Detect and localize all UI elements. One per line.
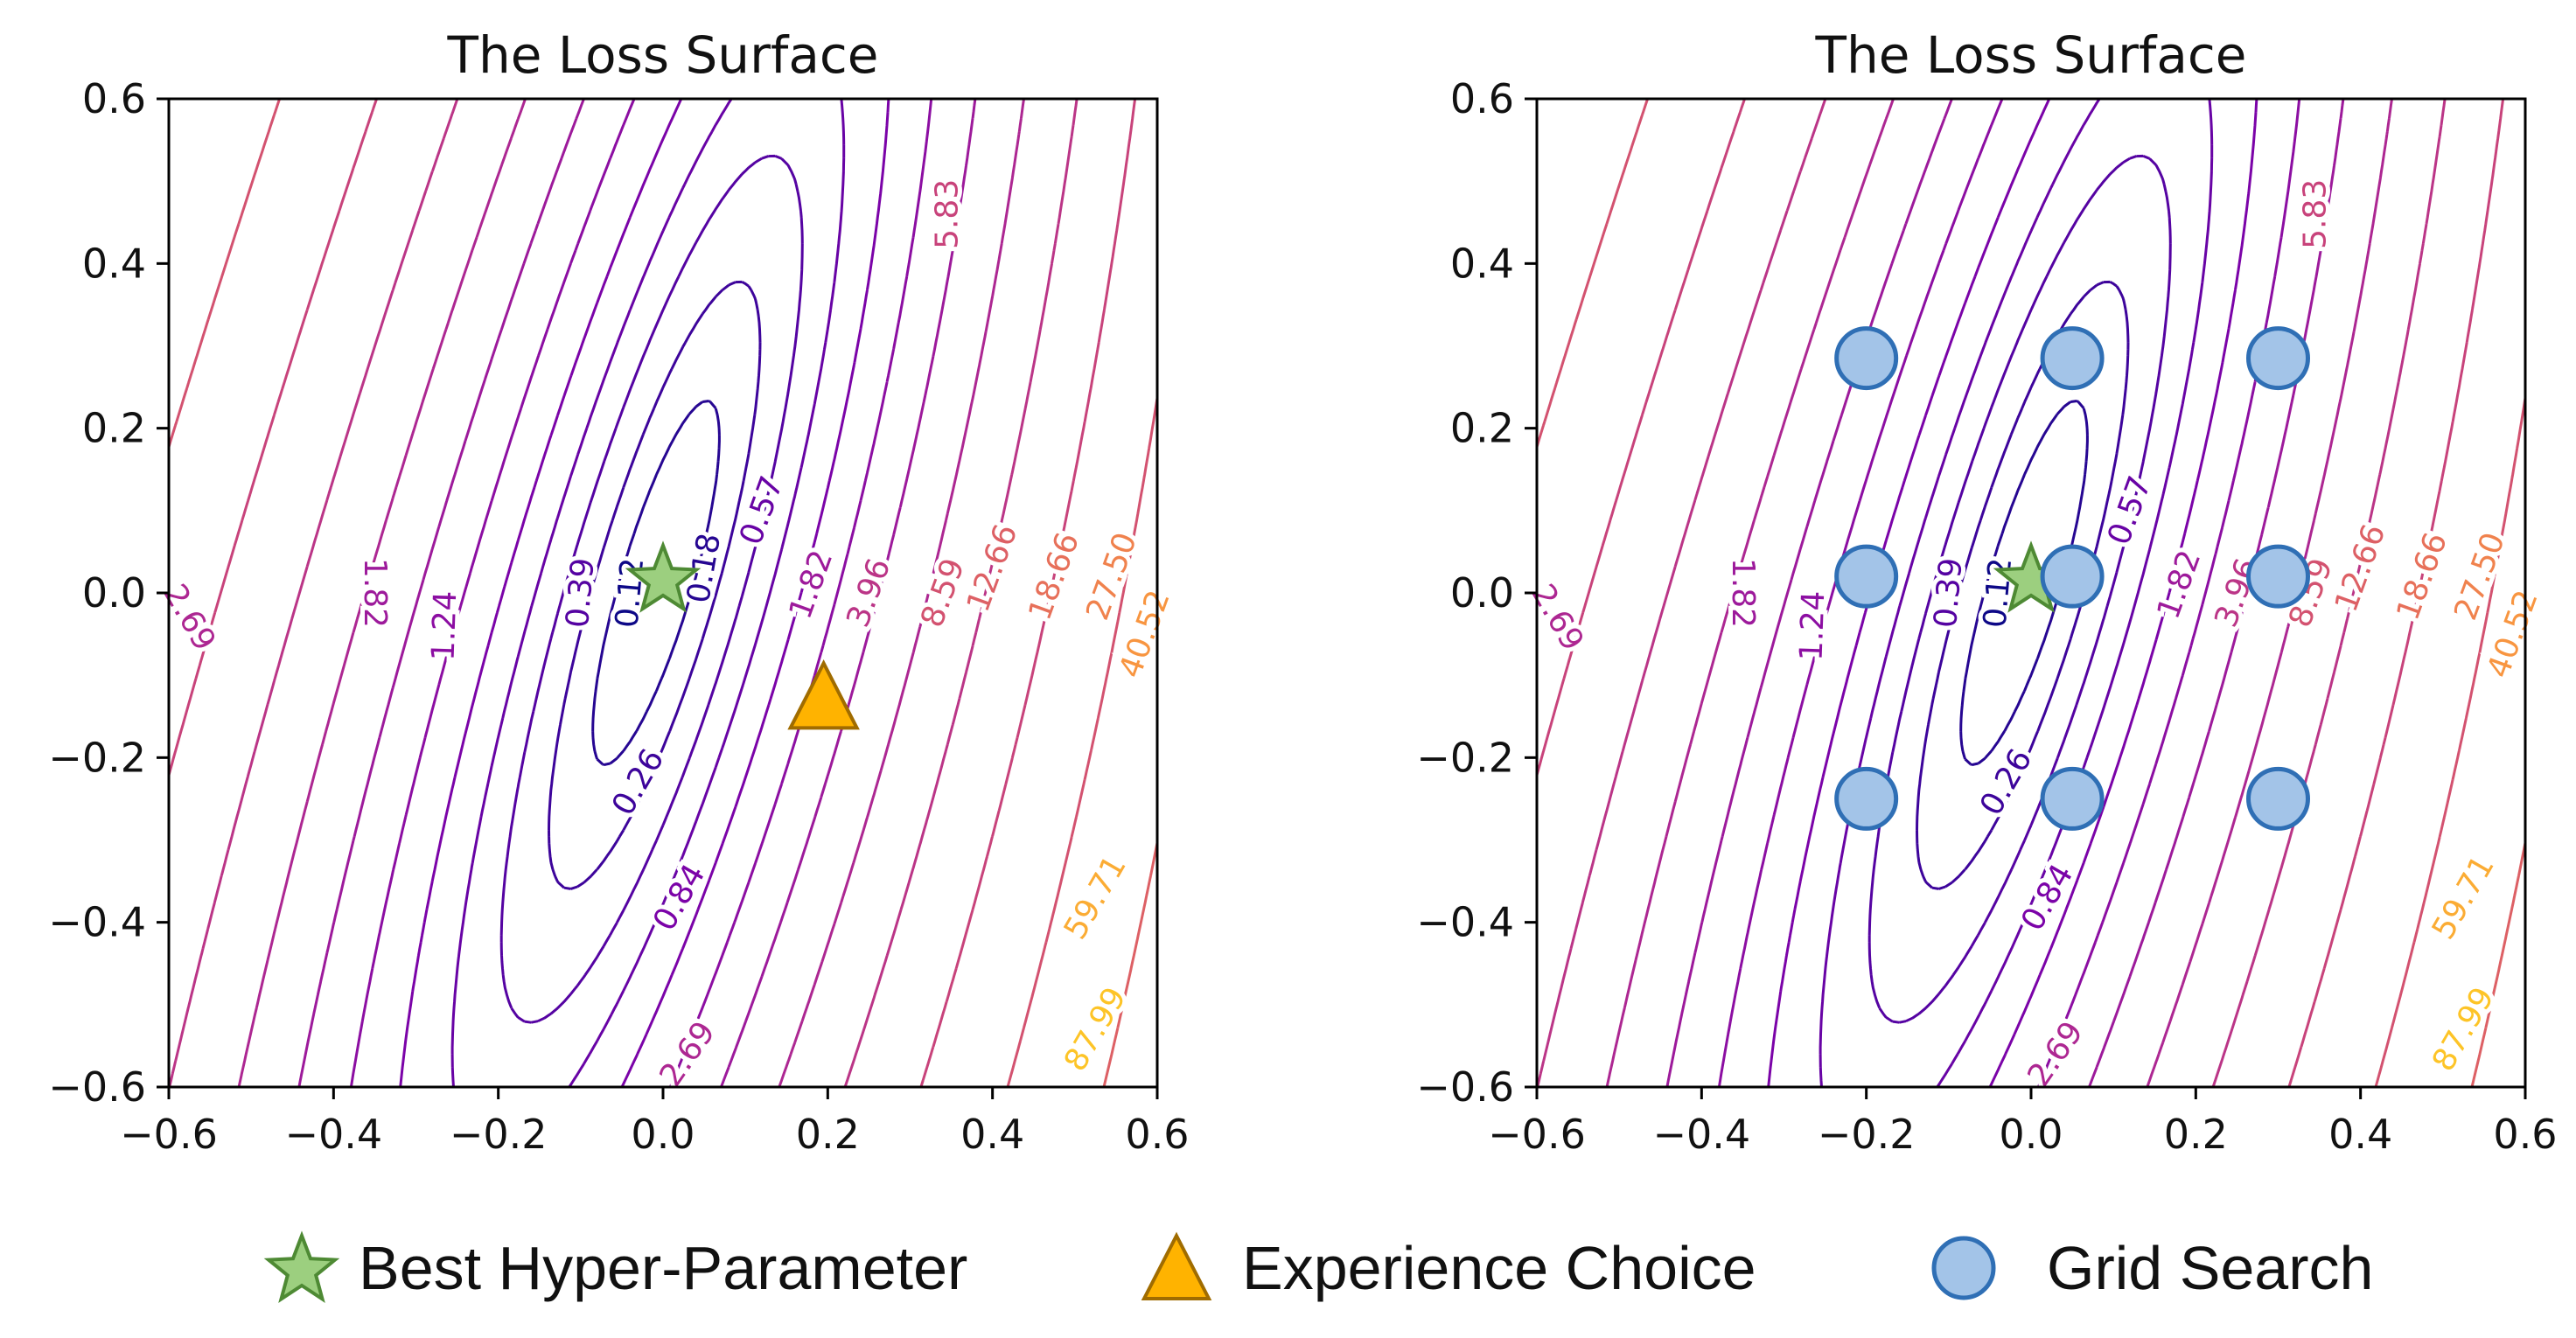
star-icon [263, 1230, 340, 1303]
x-tick-label: 0.6 [1125, 1111, 1189, 1158]
contour-line [591, 400, 721, 767]
contour-line [1767, 99, 2258, 1087]
contour-label: 87.99 [2426, 981, 2502, 1077]
y-tick-label: 0.6 [82, 75, 146, 122]
legend-label-experience: Experience Choice [1242, 1234, 1756, 1302]
x-tick-label: −0.6 [120, 1111, 218, 1158]
contour-label: 59.71 [1058, 850, 1134, 946]
chart-title: The Loss Surface [447, 25, 879, 85]
y-tick-label: −0.2 [1416, 734, 1514, 781]
contour-label: 18.66 [2390, 528, 2454, 625]
contour-line [399, 99, 890, 1087]
best-hyper-parameter-star [625, 540, 702, 613]
y-tick-label: 0.2 [1450, 405, 1514, 452]
y-tick-label: 0.0 [1450, 569, 1514, 617]
legend-label-grid: Grid Search [2047, 1234, 2374, 1302]
y-tick-label: 0.4 [1450, 240, 1514, 287]
y-tick-label: 0.4 [82, 240, 146, 287]
contour-label: 87.99 [1058, 981, 1134, 1077]
x-tick-label: 0.4 [960, 1111, 1024, 1158]
contour-line [1605, 99, 2393, 1087]
contour-line [499, 154, 804, 1024]
contour-label: 2.69 [653, 1015, 723, 1093]
contour-label: 0.57 [733, 471, 791, 549]
x-tick-label: 0.6 [2493, 1111, 2557, 1158]
contour-label: 0.26 [605, 743, 672, 822]
grid-search-point [2040, 766, 2105, 831]
chart-title: The Loss Surface [1815, 25, 2247, 85]
y-tick-label: −0.4 [48, 899, 146, 946]
contour-line [297, 99, 977, 1087]
contour-line [237, 99, 1025, 1087]
x-tick-label: −0.4 [284, 1111, 382, 1158]
x-tick-label: 0.2 [2164, 1111, 2228, 1158]
y-tick-label: 0.2 [82, 405, 146, 452]
contour-line [169, 99, 1157, 1087]
circle-icon [1931, 1236, 1996, 1300]
contour-line [1537, 99, 2525, 1087]
contour-line [169, 99, 1137, 1087]
contour-line [1867, 154, 2172, 1024]
y-tick-label: 0.0 [82, 569, 146, 617]
contour-label: 0.57 [2101, 471, 2159, 549]
y-tick-label: −0.2 [48, 734, 146, 781]
contour-label: 1.82 [1725, 558, 1761, 628]
x-tick-label: 0.0 [1999, 1111, 2063, 1158]
contour-lines [1537, 99, 2525, 1087]
legend: Best Hyper-Parameter Experience Choice G… [0, 1216, 2576, 1321]
grid-search-point [2246, 766, 2310, 831]
contour-line [1537, 99, 2505, 1087]
legend-label-best: Best Hyper-Parameter [359, 1234, 968, 1302]
grid-search-point [2246, 326, 2310, 391]
contour-line [1665, 99, 2345, 1087]
y-tick-label: −0.6 [1416, 1063, 1514, 1111]
grid-search-point [2040, 326, 2105, 391]
grid-search-point [1834, 544, 1899, 609]
contour-label: 5.83 [2297, 179, 2333, 249]
contour-label: 8.59 [914, 554, 972, 631]
x-tick-label: 0.2 [796, 1111, 860, 1158]
contour-label: 1.82 [357, 558, 393, 628]
y-tick-label: 0.6 [1450, 75, 1514, 122]
x-tick-label: −0.2 [450, 1111, 548, 1158]
x-tick-label: −0.6 [1488, 1111, 1586, 1158]
triangle-icon [1141, 1231, 1212, 1300]
legend-item-grid: Grid Search [1924, 1216, 2373, 1321]
contour-label: 0.39 [1928, 556, 1970, 629]
contour-line [1819, 99, 2214, 1087]
contour-line [169, 99, 1079, 1087]
x-tick-label: −0.4 [1652, 1111, 1750, 1158]
contour-label: 0.39 [560, 556, 602, 629]
chart-panel-1: 2.69 1.82 1.24 0.39 0.12 0.180.570.260.842.69… [48, 25, 1189, 1158]
x-tick-label: 0.4 [2328, 1111, 2392, 1158]
chart-panel-2: 2.69 1.82 1.24 0.39 0.120.570.260.842.691.82… [1416, 25, 2557, 1158]
contour-label: 3.96 [840, 554, 897, 631]
y-tick-label: −0.4 [1416, 899, 1514, 946]
contour-line [1537, 99, 2447, 1087]
contour-label: 59.71 [2426, 850, 2502, 946]
contour-label: 5.83 [929, 179, 965, 249]
contour-line [1717, 99, 2301, 1087]
x-tick-label: −0.2 [1818, 1111, 1916, 1158]
contour-label: 0.26 [1973, 743, 2040, 822]
x-tick-label: 0.0 [631, 1111, 695, 1158]
contour-label: 1.24 [1794, 590, 1833, 662]
contour-line [349, 99, 933, 1087]
legend-item-best: Best Hyper-Parameter [262, 1216, 967, 1321]
contour-line [450, 99, 846, 1087]
contour-label: 2.69 [2021, 1015, 2091, 1093]
experience-choice-triangle [787, 659, 860, 730]
grid-search-point [1834, 326, 1899, 391]
contour-lines [169, 99, 1157, 1087]
contour-label: 18.66 [1022, 528, 1086, 625]
figure-canvas: 2.69 1.82 1.24 0.39 0.12 0.180.570.260.842.69… [48, 25, 2557, 1158]
contour-line [548, 280, 762, 890]
grid-search-point [2040, 544, 2105, 609]
grid-search-point [1834, 766, 1899, 831]
y-tick-label: −0.6 [48, 1063, 146, 1111]
contour-label: 1.24 [426, 590, 464, 662]
legend-item-experience: Experience Choice [1137, 1216, 1756, 1321]
grid-search-point [2246, 544, 2310, 609]
